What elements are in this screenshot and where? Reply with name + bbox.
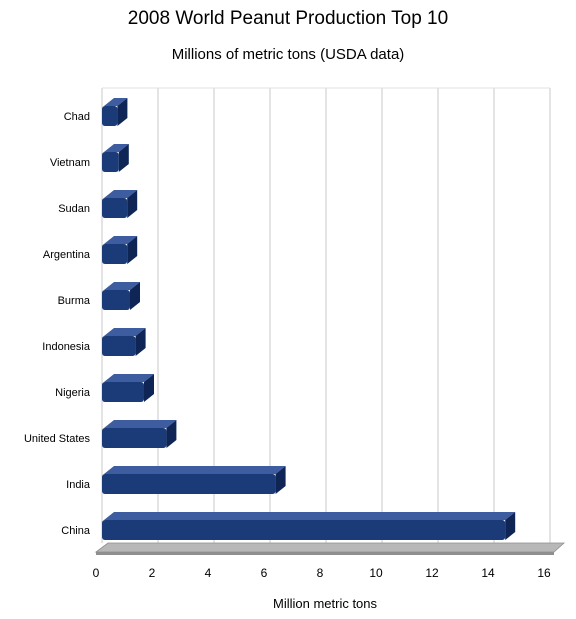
category-label: Sudan <box>58 203 90 215</box>
x-tick-label: 6 <box>261 566 268 580</box>
floor-front <box>96 552 554 555</box>
x-axis-ticks: 0 2 4 6 8 10 12 14 16 <box>93 566 551 580</box>
bar-chad <box>102 98 128 126</box>
bar-front <box>102 106 118 126</box>
bar-top <box>104 236 138 244</box>
x-tick-label: 16 <box>537 566 551 580</box>
x-axis-title: Million metric tons <box>272 596 378 611</box>
chart-title: 2008 World Peanut Production Top 10 <box>127 8 449 29</box>
bar-united-states <box>102 420 177 448</box>
bar-side <box>166 420 177 448</box>
category-label: Nigeria <box>55 387 91 399</box>
bar-side <box>127 190 138 218</box>
bar-side <box>505 512 516 540</box>
x-tick-label: 14 <box>481 566 495 580</box>
bar-side <box>144 374 154 402</box>
category-label: United States <box>24 433 91 445</box>
bar-side <box>117 98 128 126</box>
category-labels: China India United States Nigeria Indonesia B… <box>24 111 91 537</box>
bar-top <box>104 466 286 474</box>
bar-top <box>104 512 516 520</box>
category-label: India <box>66 479 91 491</box>
category-label: Indonesia <box>42 341 91 353</box>
bar-front <box>102 428 167 448</box>
bar-front <box>102 198 128 218</box>
category-label: Argentina <box>43 249 91 261</box>
bar-top <box>104 420 177 428</box>
bar-top <box>104 374 154 382</box>
x-tick-label: 2 <box>149 566 156 580</box>
category-label: Vietnam <box>50 157 90 169</box>
bar-indonesia <box>102 328 146 356</box>
x-tick-label: 4 <box>205 566 212 580</box>
bar-top <box>104 190 138 198</box>
bar-top <box>104 328 146 336</box>
bar-front <box>102 244 128 264</box>
floor-top <box>94 542 566 553</box>
bar-india <box>102 466 286 494</box>
bar-top <box>104 98 128 106</box>
bar-front <box>102 474 276 494</box>
category-label: China <box>61 525 91 537</box>
chart-floor <box>94 542 566 555</box>
category-label: Burma <box>58 295 91 307</box>
x-tick-label: 8 <box>317 566 324 580</box>
x-tick-label: 12 <box>425 566 439 580</box>
bar-burma <box>102 282 140 310</box>
category-label: Chad <box>64 111 90 123</box>
bar-front <box>102 290 130 310</box>
bar-side <box>127 236 138 264</box>
bar-nigeria <box>102 374 154 402</box>
x-tick-label: 0 <box>93 566 100 580</box>
bar-argentina <box>102 236 138 264</box>
x-tick-label: 10 <box>369 566 383 580</box>
bar-front <box>102 336 136 356</box>
bar-top <box>104 282 140 290</box>
bar-side <box>275 466 286 494</box>
bar-layer <box>102 98 516 540</box>
bar-sudan <box>102 190 138 218</box>
bar-front <box>102 520 506 540</box>
bar-side <box>130 282 140 310</box>
bar-vietnam <box>102 144 129 172</box>
chart-subtitle: Millions of metric tons (USDA data) <box>171 46 405 63</box>
bar-side <box>135 328 146 356</box>
bar-china <box>102 512 516 540</box>
bar-top <box>104 144 129 152</box>
bar-front <box>102 382 144 402</box>
bar-side <box>118 144 129 172</box>
bar-front <box>102 152 119 172</box>
